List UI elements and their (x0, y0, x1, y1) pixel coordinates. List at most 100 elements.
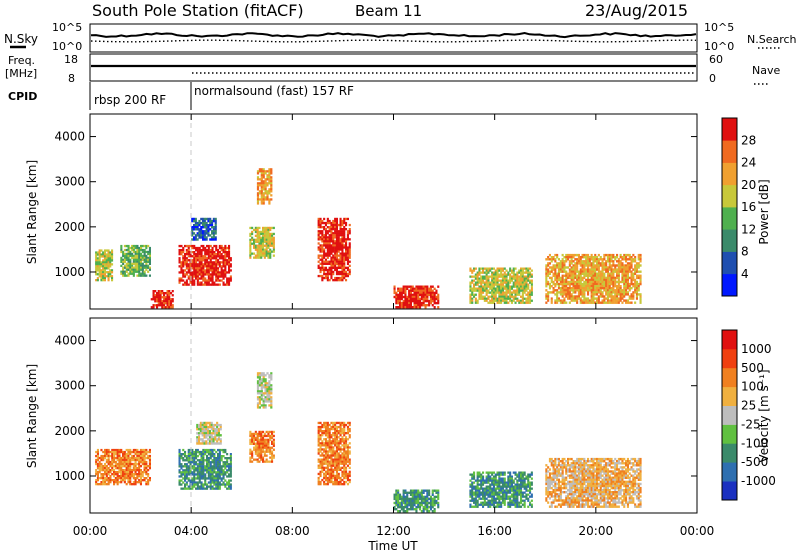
echo-cell (402, 295, 405, 299)
echo-cell (207, 251, 210, 254)
echo-cell (590, 295, 593, 298)
echo-cell (211, 281, 214, 284)
echo-cell (256, 452, 259, 455)
echo-cell (196, 277, 199, 280)
echo-cell (202, 246, 205, 250)
echo-cell (217, 436, 220, 439)
echo-cell (489, 269, 492, 272)
echo-cell (503, 297, 506, 300)
echo-cell (521, 271, 524, 274)
echo-cell (199, 428, 202, 431)
echo-cell (550, 256, 553, 259)
echo-cell (254, 228, 257, 232)
echo-cell (260, 404, 263, 407)
echo-cell (319, 446, 322, 449)
echo-cell (182, 459, 185, 462)
echo-cell (565, 295, 568, 298)
echo-cell (610, 287, 613, 290)
echo-cell (187, 249, 190, 252)
echo-cell (147, 465, 150, 468)
echo-cell (184, 261, 187, 264)
echo-cell (141, 450, 144, 454)
echo-cell (141, 268, 144, 271)
echo-cell (154, 294, 157, 297)
echo-cell (260, 372, 263, 375)
echo-cell (588, 268, 591, 271)
echo-cell (334, 458, 337, 461)
echo-cell (200, 481, 203, 484)
echo-cell (605, 289, 608, 292)
echo-cell (269, 456, 272, 459)
echo-cell (341, 248, 344, 251)
echo-cell (577, 289, 580, 292)
echo-cell (125, 460, 128, 464)
echo-cell (206, 281, 209, 284)
echo-cell (148, 458, 151, 462)
echo-cell (159, 294, 162, 297)
echo-cell (209, 234, 212, 237)
echo-cell (171, 294, 174, 297)
echo-cell (217, 485, 220, 488)
echo-cell (152, 304, 155, 307)
echo-cell (324, 421, 327, 425)
echo-cell (226, 251, 229, 254)
echo-cell (408, 306, 411, 309)
echo-cell (619, 264, 622, 267)
echo-cell (471, 287, 474, 290)
echo-cell (207, 230, 210, 233)
echo-cell (145, 448, 148, 452)
echo-cell (132, 481, 135, 484)
echo-cell (409, 297, 412, 301)
echo-cell (168, 302, 171, 305)
echo-cell (601, 270, 604, 273)
echo-cell (260, 200, 263, 203)
echo-cell (577, 262, 580, 265)
echo-cell (270, 376, 273, 379)
echo-cell (478, 289, 481, 292)
echo-cell (123, 274, 126, 277)
echo-cell (626, 258, 629, 261)
echo-cell (428, 287, 431, 290)
echo-cell (592, 278, 595, 282)
echo-cell (579, 289, 582, 292)
echo-cell (185, 253, 188, 256)
echo-cell (334, 244, 337, 247)
echo-cell (251, 460, 254, 463)
echo-cell (559, 301, 562, 304)
echo-cell (209, 283, 212, 286)
echo-cell (182, 487, 185, 490)
echo-cell (525, 283, 528, 286)
echo-cell (109, 271, 112, 274)
echo-cell (202, 221, 205, 225)
echo-cell (96, 479, 99, 482)
echo-cell (122, 252, 125, 256)
echo-cell (125, 458, 128, 462)
echo-cell (270, 374, 273, 377)
echo-cell (207, 459, 210, 462)
echo-cell (319, 474, 322, 478)
echo-cell (222, 477, 225, 480)
echo-cell (471, 291, 474, 294)
echo-cell (328, 219, 331, 223)
echo-cell (334, 478, 337, 482)
echo-cell (141, 272, 144, 275)
echo-cell (520, 285, 523, 288)
echo-cell (556, 272, 559, 275)
echo-cell (334, 230, 337, 233)
echo-cell (626, 285, 629, 288)
echo-cell (503, 271, 506, 274)
echo-cell (200, 277, 203, 280)
echo-cell (217, 267, 220, 270)
echo-cell (328, 476, 331, 480)
echo-cell (330, 272, 333, 276)
echo-cell (131, 458, 134, 462)
echo-cell (556, 282, 559, 286)
echo-cell (503, 273, 506, 276)
echo-cell (218, 483, 221, 486)
echo-cell (229, 459, 232, 462)
echo-cell (254, 254, 257, 257)
echo-cell (202, 265, 205, 268)
echo-cell (483, 299, 486, 302)
echo-cell (134, 262, 137, 265)
echo-cell (435, 289, 438, 292)
